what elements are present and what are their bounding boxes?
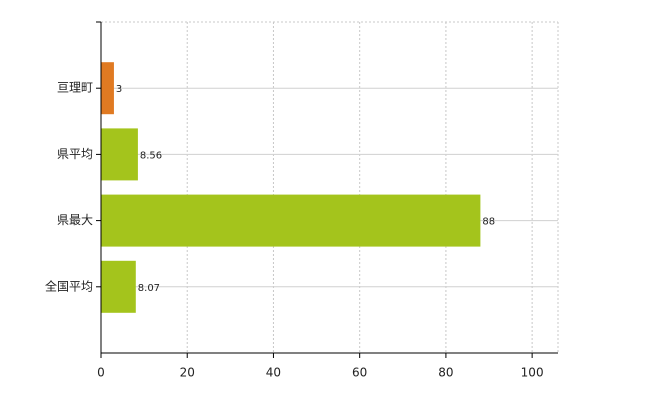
bar xyxy=(101,62,114,115)
x-tick-label: 20 xyxy=(180,366,195,380)
bar xyxy=(101,260,136,313)
y-tick-label: 県最大 xyxy=(57,213,93,227)
x-tick-label: 100 xyxy=(521,366,544,380)
value-label: 3 xyxy=(116,84,122,95)
y-tick-label: 県平均 xyxy=(57,147,93,161)
y-tick-label: 亘理町 xyxy=(57,81,93,95)
value-label: 8.07 xyxy=(138,283,160,294)
x-tick-label: 0 xyxy=(97,366,105,380)
x-tick-label: 60 xyxy=(352,366,367,380)
value-label: 8.56 xyxy=(140,150,162,161)
x-tick-label: 40 xyxy=(266,366,281,380)
value-label: 88 xyxy=(482,217,495,228)
bar xyxy=(101,128,138,181)
bar xyxy=(101,194,481,247)
y-tick-label: 全国平均 xyxy=(45,278,93,293)
x-tick-label: 80 xyxy=(438,366,453,380)
